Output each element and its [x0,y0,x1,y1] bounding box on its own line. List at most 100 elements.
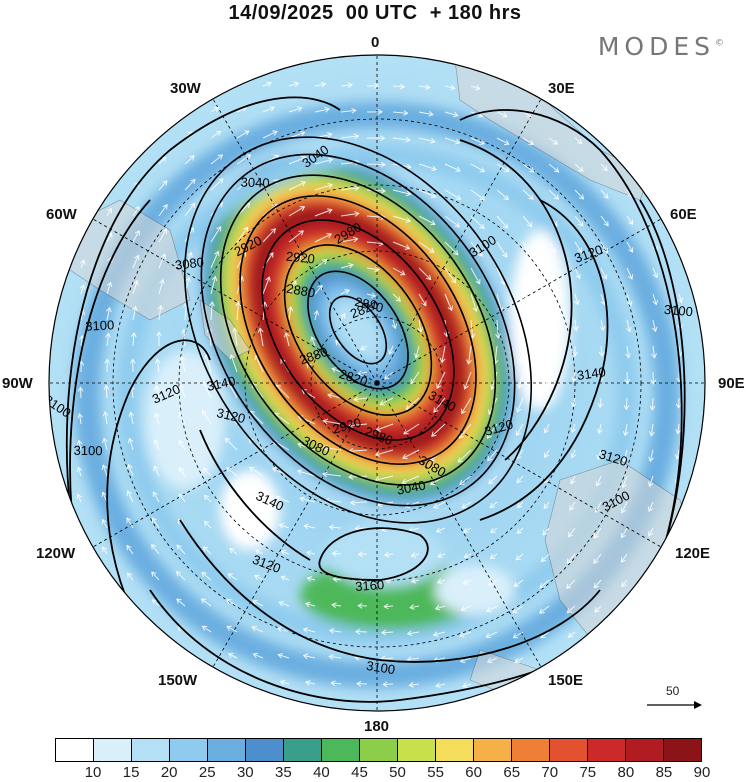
wind-arrow [77,494,82,503]
wind-arrow [567,605,576,614]
wind-arrow [381,657,394,660]
wind-arrowhead [380,629,387,636]
wind-arrow [277,627,290,633]
wind-arrowhead [291,280,297,286]
wind-arrow [288,181,306,191]
wind-arrow [349,423,368,427]
wind-arrowhead [463,553,470,559]
wind-arrowhead [101,464,108,470]
wind-arrow [314,233,332,243]
contour-label: 3120 [215,405,247,426]
colorbar-swatch [550,739,588,761]
wind-arrow [106,232,112,243]
wind-arrow [102,546,108,555]
wind-arrowhead [402,453,408,460]
wind-arrowhead [593,533,599,539]
wind-arrowhead [578,221,584,227]
wind-arrowhead [475,84,481,91]
wind-arrow [407,657,420,661]
wind-arrowhead [479,139,485,145]
wind-arrowhead [353,133,360,140]
wind-arrow [340,238,358,243]
wind-arrowhead [436,383,442,390]
wind-arrowhead [453,111,459,118]
wind-arrow [340,264,353,269]
polar-map: 3040304029802920292028802820284028802820… [48,54,706,712]
wind-arrowhead [317,284,323,291]
wind-arrow [547,345,550,359]
wind-arrow [487,449,498,462]
wind-arrow [383,683,394,686]
wind-arrow [598,423,602,434]
wind-arrow [354,397,368,401]
wind-arrowhead [495,333,501,339]
wind-arrowhead [515,430,521,437]
wind-arrowhead [435,682,441,689]
colorbar-swatch [436,739,474,761]
wind-arrow [568,527,576,538]
wind-arrow [570,475,576,484]
wind-arrowhead [321,259,328,265]
wind-arrowhead [273,179,279,185]
wind-arrow [275,496,290,503]
wind-arrow [311,336,316,347]
wind-arrow [600,215,609,226]
wind-arrow [515,553,524,561]
wind-arrowhead [380,187,386,194]
wind-arrow [127,572,134,581]
wind-arrow [418,111,433,116]
wind-arrow [441,345,446,363]
wind-arrow [622,475,628,488]
wind-arrowhead [569,505,575,511]
wind-arrow [132,255,139,269]
wind-arrow [574,319,577,331]
wind-arrowhead [151,543,157,550]
wind-arrow [597,449,602,460]
colorbar-swatch [246,739,284,761]
wind-arrowhead [462,579,469,585]
contour-label: 3160 [355,577,385,594]
wind-arrowhead [302,627,309,633]
wind-arrow [384,553,394,556]
wind-arrow [408,527,420,532]
shading-ring [333,300,383,360]
contour-label: 3040 [240,175,269,191]
copyright-mark: © [715,38,724,49]
wind-arrow [392,111,408,114]
wind-arrow [652,293,657,305]
wind-arrowhead [454,139,461,145]
wind-arrow [288,107,302,113]
wind-arrowhead [128,411,135,417]
wind-arrowhead [252,652,259,659]
wind-arrowhead [328,654,334,660]
wind-arrowhead [512,633,519,639]
wind-arrowhead [447,305,453,312]
wind-arrow [496,293,503,312]
wind-arrow [314,310,318,321]
colorbar-swatch [626,739,664,761]
wind-arrow [496,111,508,118]
wind-arrowhead [154,358,161,364]
wind-arrowhead [622,430,629,437]
wind-arrowhead [176,598,182,604]
lon-label-0: 0 [371,34,380,51]
wind-arrowhead [229,548,235,554]
wind-arrowhead [408,681,414,688]
wind-arrowhead [598,377,604,383]
wind-arrow [548,241,556,253]
wind-arrowhead [620,532,626,539]
wind-arrowhead [102,411,109,417]
wind-arrow [300,497,316,503]
wind-arrowhead [576,247,582,254]
wind-arrow [566,553,576,564]
wind-arrow [569,501,576,511]
wind-arrow [512,605,524,613]
wind-arrowhead [283,332,290,338]
wind-arrowhead [502,252,508,258]
wind-arrow [418,215,436,225]
wind-arrowhead [327,132,333,138]
wind-arrowhead [161,156,167,162]
wind-arrow [179,467,186,477]
wind-arrow [304,525,316,529]
wind-arrowhead [298,230,304,236]
